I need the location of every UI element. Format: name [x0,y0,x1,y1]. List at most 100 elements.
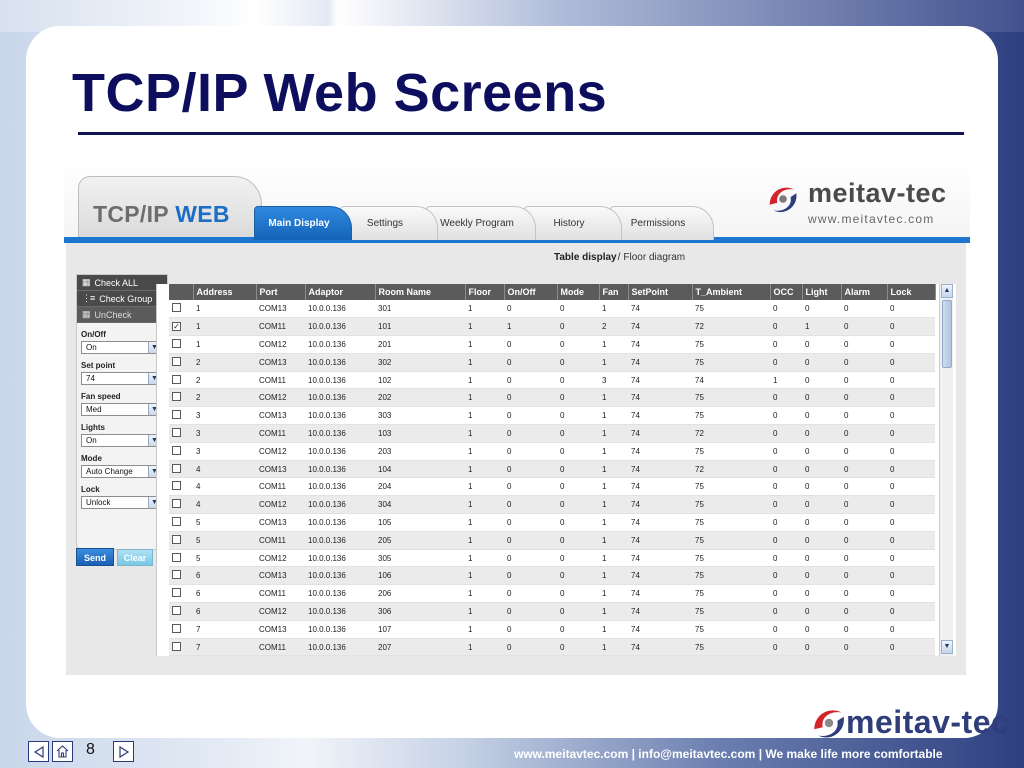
column-header[interactable]: SetPoint [628,284,693,300]
scroll-down-icon[interactable]: ▼ [941,640,953,654]
clear-button[interactable]: Clear [117,549,153,566]
row-checkbox[interactable] [172,641,181,651]
table-row[interactable]: 1 COM12 10.0.0.136 201 1 0 0 1 74 75 0 0 0 0 [169,335,935,354]
table-row[interactable]: 3 COM12 10.0.0.136 203 1 0 0 1 74 75 0 0 0 0 [169,442,935,461]
table-row[interactable]: 6 COM12 10.0.0.136 306 1 0 0 1 74 75 0 0 0 0 [169,602,935,621]
set-point-select[interactable]: 74 ▼ [81,372,161,385]
row-checkbox[interactable] [172,427,181,437]
table-row[interactable]: ✓ 1 COM11 10.0.0.136 101 1 1 0 2 74 72 0 1 0 0 [169,317,935,337]
table-row[interactable]: 6 COM13 10.0.0.136 106 1 0 0 1 74 75 0 0 0 0 [169,566,935,586]
table-cell: 0 [557,566,599,586]
table-cell: 0 [770,566,802,586]
row-checkbox[interactable] [172,552,181,562]
row-checkbox[interactable] [172,588,181,598]
column-header[interactable]: Adaptor [305,284,376,300]
table-cell: 1 [504,317,557,337]
table-row[interactable]: 5 COM12 10.0.0.136 305 1 0 0 1 74 75 0 0 0 0 [169,549,935,568]
row-select-cell [169,353,193,372]
row-checkbox[interactable] [172,570,181,580]
table-row[interactable]: 2 COM11 10.0.0.136 102 1 0 0 3 74 74 1 0 0 0 [169,371,935,390]
uncheck-button[interactable]: ▦ UnCheck [77,307,167,323]
lights-select[interactable]: On ▼ [81,434,161,447]
table-row[interactable]: 3 COM11 10.0.0.136 103 1 0 0 1 74 72 0 0 0 0 [169,424,935,443]
column-header[interactable]: Fan [599,284,629,300]
table-row[interactable]: 4 COM11 10.0.0.136 204 1 0 0 1 74 75 0 0 0 0 [169,477,935,497]
row-checkbox[interactable] [172,605,181,615]
lock-select[interactable]: Unlock ▼ [81,496,161,509]
send-button[interactable]: Send [76,548,114,566]
table-row[interactable]: 2 COM13 10.0.0.136 302 1 0 0 1 74 75 0 0 0 0 [169,353,935,372]
column-header[interactable]: Lock [887,284,936,300]
table-row[interactable]: 4 COM12 10.0.0.136 304 1 0 0 1 74 75 0 0 0 0 [169,495,935,515]
table-display-link[interactable]: Table display [554,252,617,263]
table-cell: 75 [692,335,770,354]
floor-diagram-link[interactable]: Floor diagram [623,252,686,263]
table-row[interactable]: 2 COM12 10.0.0.136 202 1 0 0 1 74 75 0 0 0 0 [169,388,935,408]
table-row[interactable]: 7 COM13 10.0.0.136 107 1 0 0 1 74 75 0 0 0 0 [169,620,935,639]
row-checkbox[interactable] [172,445,181,455]
mode-select[interactable]: Auto Change ▼ [81,465,161,478]
check-all-button[interactable]: ▦ Check ALL [77,275,167,291]
row-checkbox[interactable] [172,499,181,509]
table-row[interactable]: 1 COM13 10.0.0.136 301 1 0 0 1 74 75 0 0 0 0 [169,300,935,319]
table-cell: 1 [599,584,628,604]
table-row[interactable]: 3 COM13 10.0.0.136 303 1 0 0 1 74 75 0 0 0 0 [169,406,935,426]
column-header[interactable]: Room Name [375,284,466,300]
table-cell: 0 [887,406,935,426]
table-cell: 74 [628,620,692,639]
row-select-cell [169,406,193,426]
row-checkbox[interactable] [172,534,181,544]
column-header[interactable]: Alarm [841,284,888,300]
tab-weekly-program[interactable]: Weekly Program [426,206,536,240]
table-cell: 1 [193,300,256,319]
table-cell: 3 [193,442,256,461]
tab-history[interactable]: History [524,206,622,240]
row-checkbox[interactable] [172,356,181,366]
tab-settings[interactable]: Settings [340,206,438,240]
table-row[interactable]: 5 COM11 10.0.0.136 205 1 0 0 1 74 75 0 0 0 0 [169,531,935,550]
on-off-select[interactable]: On ▼ [81,341,161,354]
column-header[interactable]: Light [802,284,842,300]
table-cell: 1 [193,317,256,337]
table-row[interactable]: 4 COM13 10.0.0.136 104 1 0 0 1 74 72 0 0 0 0 [169,460,935,479]
next-slide-button[interactable] [113,741,134,762]
table-cell: 0 [887,566,935,586]
row-checkbox[interactable] [172,463,181,473]
row-checkbox[interactable] [172,623,181,633]
check-group-button[interactable]: ⋮≡ Check Group [77,291,167,307]
column-header[interactable]: Address [193,284,257,300]
previous-slide-button[interactable] [28,741,49,762]
column-header[interactable]: Floor [465,284,505,300]
fan-speed-select[interactable]: Med ▼ [81,403,161,416]
row-checkbox[interactable] [172,303,181,313]
column-header[interactable]: OCC [770,284,803,300]
table-row[interactable]: 7 COM11 10.0.0.136 207 1 0 0 1 74 75 0 0 0 0 [169,638,935,656]
tab-permissions[interactable]: Permissions [610,206,714,240]
row-checkbox[interactable] [172,374,181,384]
scroll-up-icon[interactable]: ▲ [941,284,953,298]
table-row[interactable]: 6 COM11 10.0.0.136 206 1 0 0 1 74 75 0 0 0 0 [169,584,935,604]
scrollbar-thumb[interactable] [942,300,952,368]
row-checkbox[interactable] [172,516,181,526]
tab-main-display[interactable]: Main Display [254,206,352,240]
row-checkbox[interactable] [172,410,181,420]
table-cell: 1 [193,335,256,354]
column-header[interactable]: On/Off [504,284,558,300]
table-cell: 0 [504,300,557,319]
table-cell: 72 [692,424,770,443]
row-checkbox[interactable] [172,338,181,348]
table-cell: 304 [375,495,465,515]
column-header[interactable]: Port [256,284,306,300]
row-checkbox[interactable] [172,481,181,491]
table-scrollbar[interactable]: ▲ ▼ [939,284,953,656]
row-checkbox[interactable] [172,392,181,402]
set-point-value: 74 [86,374,95,383]
table-cell: 74 [628,549,692,568]
row-checkbox[interactable]: ✓ [172,322,181,332]
column-header[interactable]: T_Ambient [692,284,771,300]
table-cell: 75 [692,353,770,372]
table-cell: 10.0.0.136 [305,513,375,532]
home-button[interactable] [52,741,73,762]
table-row[interactable]: 5 COM13 10.0.0.136 105 1 0 0 1 74 75 0 0 0 0 [169,513,935,532]
column-header[interactable]: Mode [557,284,600,300]
